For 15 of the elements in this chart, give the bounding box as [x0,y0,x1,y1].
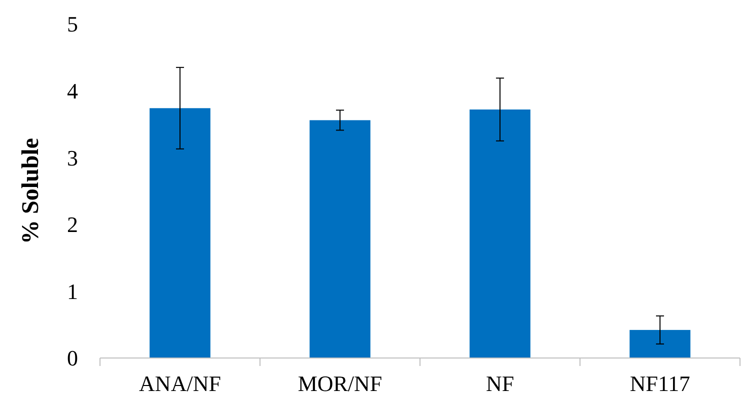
x-tick-label: MOR/NF [298,371,382,396]
bar [150,108,210,358]
bar [630,330,690,358]
y-axis-title: % Soluble [18,138,44,244]
x-tick-label: ANA/NF [139,371,221,396]
bar [470,110,530,358]
y-tick-label: 3 [67,145,78,170]
y-tick-label: 4 [67,78,78,104]
y-tick-label: 5 [67,12,78,37]
x-tick-label: NF [486,371,514,396]
y-tick-label: 2 [67,212,78,238]
y-tick-label: 1 [67,278,78,304]
x-tick-label: NF117 [630,371,690,396]
y-tick-label: 0 [67,346,78,371]
bar [310,120,370,358]
